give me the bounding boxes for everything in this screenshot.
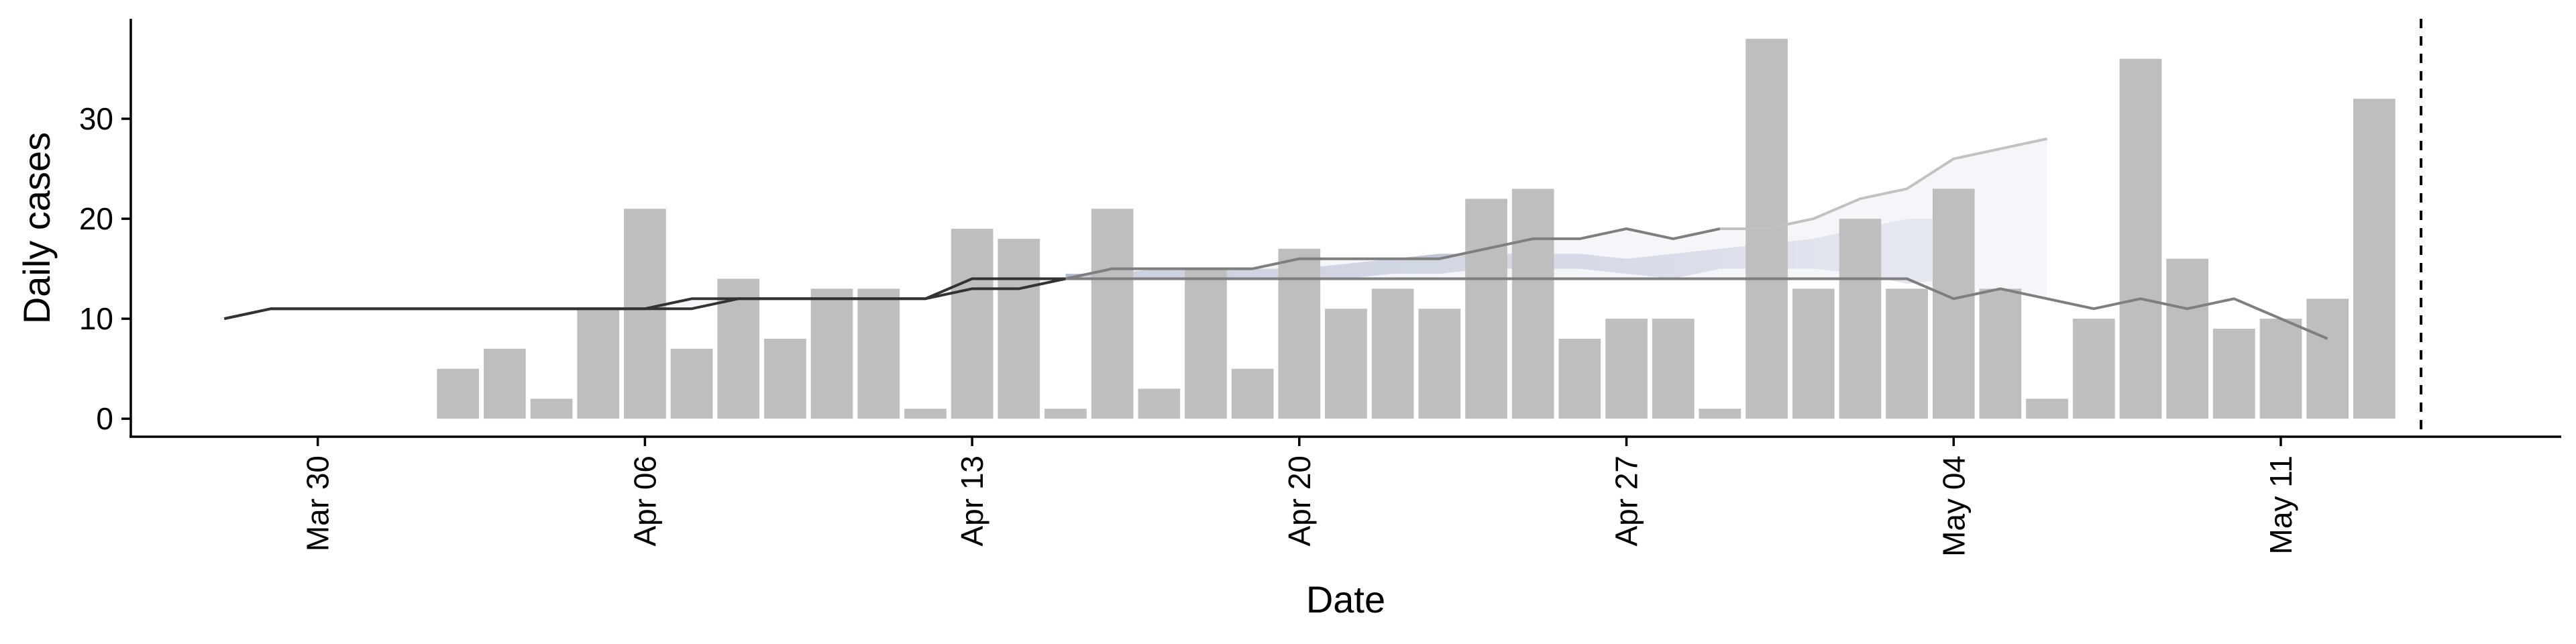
bar [951,229,994,419]
bar [1979,288,2022,419]
bar [2212,329,2255,419]
bar [1418,309,1461,419]
bar [2026,398,2068,419]
y-ticks: 0 10 20 30 [79,101,131,436]
bar [998,238,1040,419]
y-tick-label: 10 [79,301,113,336]
x-tick-label: Apr 20 [1282,455,1317,547]
band-lines [223,137,2328,340]
y-tick-label: 0 [96,401,113,436]
x-axis-title: Date [1306,578,1385,621]
bar [1325,309,1367,419]
y-tick-label: 20 [79,201,113,236]
bar [1465,199,1507,419]
bar [857,288,900,419]
bar [624,209,666,419]
forecast-ribbon-area [1065,219,1954,284]
bar [904,409,947,419]
bar [1511,189,1554,419]
band-lower-line [223,277,1066,321]
bar [1605,319,1648,419]
bar [1932,189,1975,419]
bar [1371,288,1414,419]
x-tick-label: Mar 30 [301,455,335,551]
bar [1185,268,1227,419]
bar [1652,319,1695,419]
bar [764,338,806,419]
bar [2306,299,2349,419]
bar [2119,58,2162,419]
bar [577,309,620,419]
x-tick-label: May 04 [1936,455,1971,557]
x-tick-label: Apr 27 [1609,455,1644,547]
x-tick-label: Apr 13 [955,455,989,547]
bar [484,348,526,419]
bar [530,398,573,419]
bar [1839,219,1882,419]
bar [2072,319,2115,419]
x-tick-label: Apr 06 [627,455,662,547]
bar [2166,258,2208,419]
bar [1231,368,1274,419]
y-axis-title: Daily cases [15,132,58,324]
band-fill [224,138,2047,319]
band-upper-line [1719,137,2048,230]
bar [1886,288,1928,419]
x-ticks: Mar 30 Apr 06 Apr 13 Apr 20 Apr 27 May 04 May … [301,437,2298,557]
band-lower-line [1065,277,2328,340]
bar [2353,99,2396,419]
forecast-ribbon [224,138,2047,319]
bar [670,348,713,419]
bar [2259,319,2302,419]
bar [1044,409,1087,419]
bar [1558,338,1601,419]
band-upper-line [1065,227,1721,280]
bar [810,288,853,419]
x-tick-label: May 11 [2263,455,2298,554]
y-tick-label: 30 [79,101,113,136]
bar [1699,409,1741,419]
bar [437,368,480,419]
bar [1138,388,1181,419]
bar [1792,288,1835,419]
bar [1278,248,1321,419]
bar [1091,209,1134,419]
